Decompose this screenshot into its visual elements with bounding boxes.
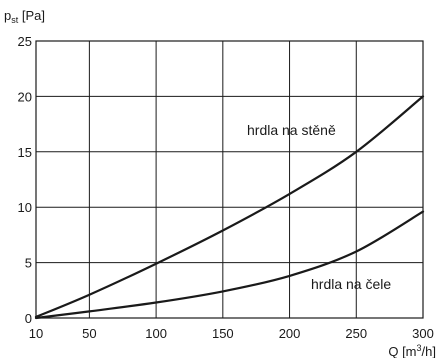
series-line-hrdla-na-stene [34, 95, 425, 318]
x-tick-label: 100 [145, 326, 167, 341]
x-tick-label: 150 [212, 326, 234, 341]
x-tick-label: 10 [29, 326, 43, 341]
y-tick-label: 15 [18, 145, 32, 160]
x-tick-label: 300 [412, 326, 434, 341]
x-axis-label: Q [m3/h] [388, 343, 436, 358]
y-tick-label: 0 [25, 311, 32, 326]
y-tick-label: 20 [18, 89, 32, 104]
series-line-hrdla-na-cele [34, 210, 425, 320]
x-tick-label: 250 [345, 326, 367, 341]
y-tick-label: 5 [25, 256, 32, 271]
tick-layer: 10 50 100 150 200 250 300 0 5 10 15 20 25 [18, 34, 434, 341]
series-layer [34, 95, 425, 320]
series-label-hrdla-na-stene: hrdla na stěně [247, 122, 336, 138]
y-tick-label: 10 [18, 200, 32, 215]
y-tick-label: 25 [18, 34, 32, 49]
plot-frame [35, 40, 424, 319]
x-tick-label: 200 [279, 326, 301, 341]
y-axis-label: pst [Pa] [4, 8, 45, 25]
series-label-hrdla-na-cele: hrdla na čele [311, 276, 391, 292]
x-tick-label: 50 [82, 326, 96, 341]
